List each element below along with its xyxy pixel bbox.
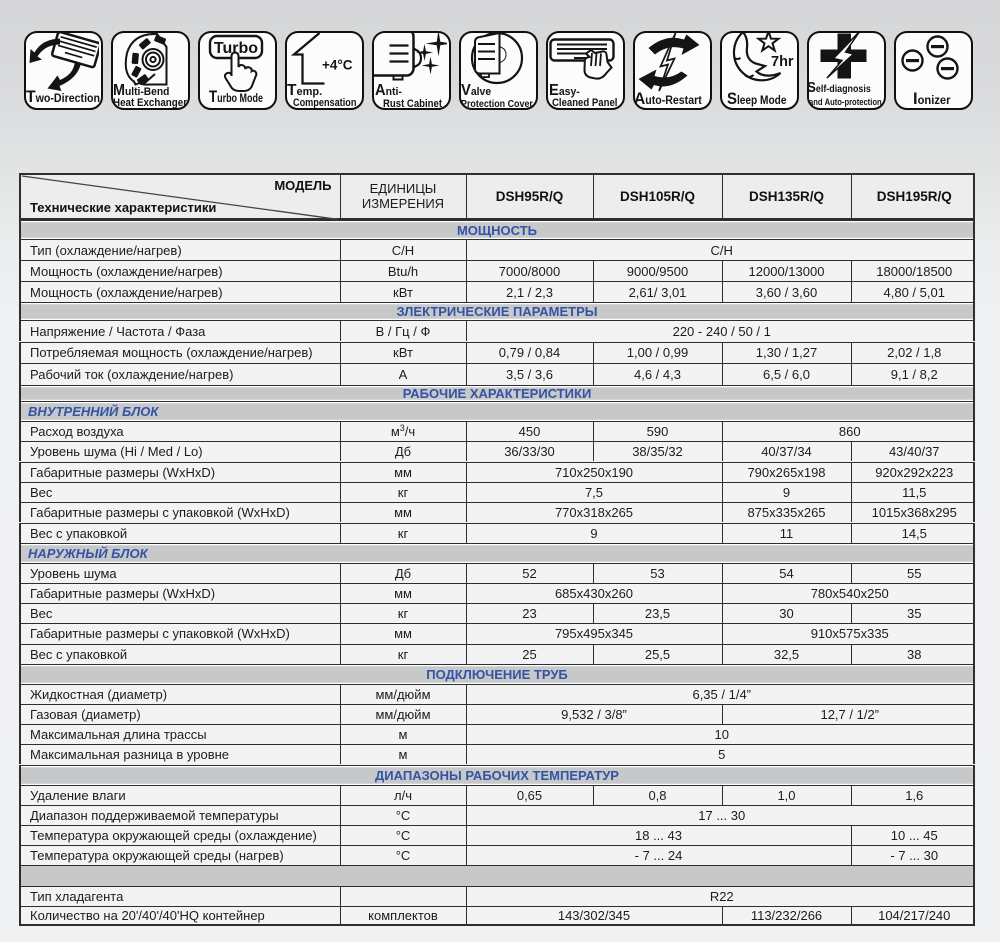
svg-text:7hr: 7hr	[771, 54, 794, 70]
svg-text:+4°C: +4°C	[322, 58, 353, 73]
svg-text:Turbo: Turbo	[214, 40, 258, 57]
